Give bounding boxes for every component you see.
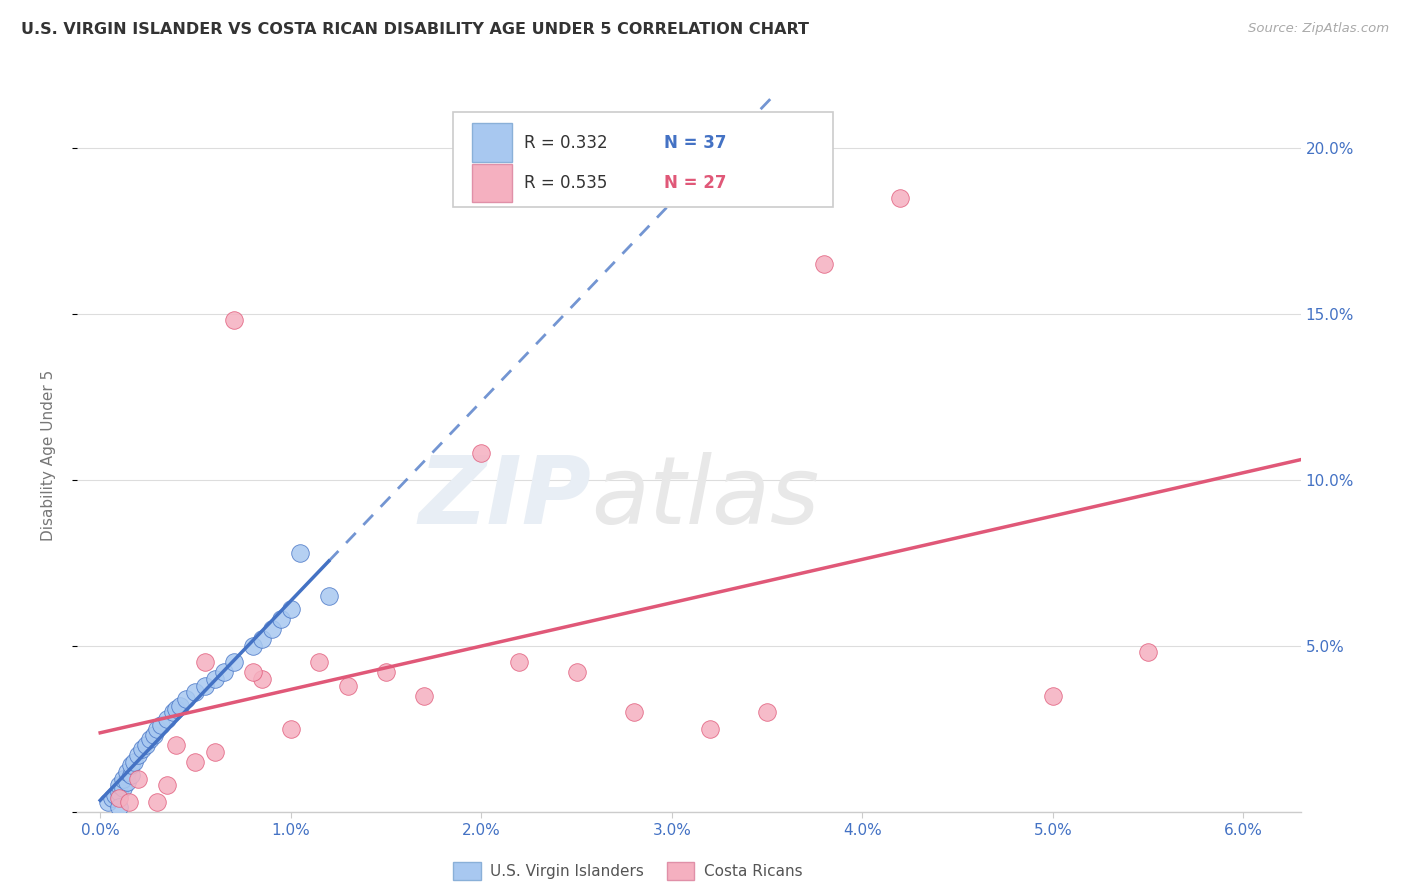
Point [135,739,157,753]
Point [108,778,131,792]
Point [120,768,142,782]
Text: N = 27: N = 27 [665,174,727,192]
Point [115,775,138,789]
Text: U.S. VIRGIN ISLANDER VS COSTA RICAN DISABILITY AGE UNDER 5 CORRELATION CHART: U.S. VIRGIN ISLANDER VS COSTA RICAN DISA… [21,22,808,37]
FancyBboxPatch shape [472,123,512,162]
Point [242,665,264,680]
Point [108,799,131,814]
Point [127,772,149,786]
Point [260,622,283,636]
Point [138,731,160,746]
Point [813,257,835,271]
Point [222,313,245,327]
Point [308,656,330,670]
Point [115,764,138,779]
Point [146,722,169,736]
Point [508,656,530,670]
Point [112,772,135,786]
Point [565,665,588,680]
Point [375,665,398,680]
Point [150,718,173,732]
Point [156,778,179,792]
Point [250,632,273,647]
FancyBboxPatch shape [472,164,512,202]
Point [1137,645,1160,659]
Point [413,689,436,703]
Point [318,589,340,603]
Point [280,602,302,616]
Point [108,785,131,799]
Text: Source: ZipAtlas.com: Source: ZipAtlas.com [1249,22,1389,36]
Point [623,705,645,719]
Point [184,755,207,769]
Point [97,795,120,809]
Point [165,702,187,716]
Point [1042,689,1064,703]
Point [242,639,264,653]
Point [156,712,179,726]
Point [100,791,122,805]
Point [169,698,191,713]
Point [194,679,217,693]
Point [142,728,165,742]
Point [699,722,721,736]
Point [124,755,146,769]
Point [184,685,207,699]
Point [280,722,302,736]
Point [174,691,197,706]
Point [204,745,226,759]
Point [336,679,359,693]
Point [212,665,235,680]
Point [165,739,187,753]
Point [889,191,911,205]
FancyBboxPatch shape [453,112,834,207]
Point [250,672,273,686]
Text: R = 0.332: R = 0.332 [524,134,607,152]
Point [131,741,153,756]
Point [270,612,292,626]
Text: atlas: atlas [591,452,820,543]
Point [118,795,141,809]
Point [290,546,312,560]
Legend: U.S. Virgin Islanders, Costa Ricans: U.S. Virgin Islanders, Costa Ricans [447,856,808,886]
Y-axis label: Disability Age Under 5: Disability Age Under 5 [42,369,56,541]
Point [108,791,131,805]
Point [146,795,169,809]
Text: R = 0.535: R = 0.535 [524,174,607,192]
Text: ZIP: ZIP [418,451,591,544]
Point [470,446,492,460]
Point [222,656,245,670]
Point [162,705,184,719]
Point [112,781,135,796]
Text: N = 37: N = 37 [665,134,727,152]
Point [756,705,779,719]
Point [127,748,149,763]
Point [194,656,217,670]
Point [120,758,142,772]
Point [204,672,226,686]
Point [104,788,127,802]
